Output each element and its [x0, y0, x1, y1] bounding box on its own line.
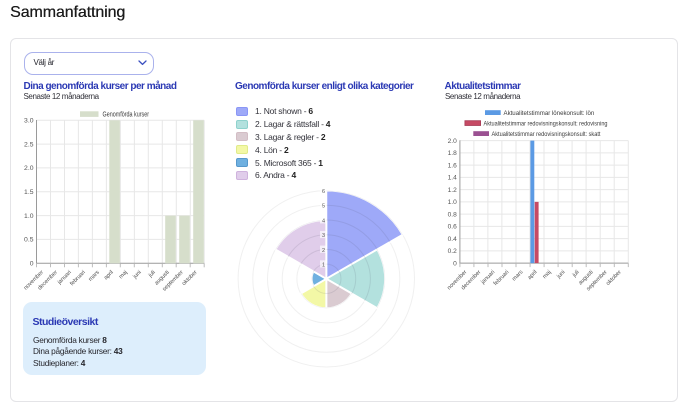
svg-text:2: 2	[322, 248, 325, 254]
svg-text:maj: maj	[542, 269, 553, 280]
svg-text:4: 4	[322, 218, 325, 224]
svg-text:2.5: 2.5	[24, 141, 34, 148]
svg-text:6: 6	[322, 189, 325, 195]
svg-text:0.4: 0.4	[448, 236, 457, 243]
svg-text:oktober: oktober	[605, 269, 623, 287]
svg-text:3.0: 3.0	[24, 118, 34, 125]
svg-text:0: 0	[453, 260, 457, 267]
svg-text:2.0: 2.0	[24, 165, 34, 172]
svg-text:1: 1	[322, 263, 325, 269]
svg-text:0.6: 0.6	[448, 224, 457, 231]
svg-text:5: 5	[322, 204, 325, 210]
svg-text:mars: mars	[511, 269, 524, 282]
svg-text:1.5: 1.5	[24, 189, 34, 196]
svg-text:1.0: 1.0	[448, 199, 457, 206]
svg-text:1.6: 1.6	[448, 162, 457, 169]
svg-text:1.4: 1.4	[448, 175, 457, 182]
svg-text:Aktualitetstimmar redovisnings: Aktualitetstimmar redovisningskonsult: s…	[492, 131, 601, 138]
svg-text:mars: mars	[88, 270, 101, 283]
svg-text:0.8: 0.8	[448, 211, 457, 218]
svg-text:1.0: 1.0	[24, 213, 34, 220]
svg-text:Aktualitetstimmar lönekonsult:: Aktualitetstimmar lönekonsult: lön	[504, 110, 595, 117]
svg-text:februari: februari	[69, 270, 87, 288]
svg-text:3: 3	[322, 233, 325, 239]
svg-text:0.2: 0.2	[448, 248, 457, 255]
svg-text:1.2: 1.2	[448, 187, 457, 194]
svg-text:april: april	[103, 270, 115, 282]
svg-text:maj: maj	[118, 270, 129, 281]
svg-text:juli: juli	[147, 270, 157, 280]
svg-text:oktober: oktober	[181, 270, 199, 288]
svg-text:2.0: 2.0	[448, 138, 457, 145]
svg-text:0: 0	[30, 261, 34, 268]
svg-text:1.8: 1.8	[448, 150, 457, 157]
svg-text:juli: juli	[571, 269, 581, 279]
svg-text:juni: juni	[132, 270, 143, 281]
svg-text:april: april	[527, 269, 539, 281]
svg-text:juni: juni	[555, 269, 566, 280]
svg-text:Aktualitetstimmar redovisnings: Aktualitetstimmar redovisningskonsult: r…	[484, 121, 608, 128]
svg-text:Genomförda kurser: Genomförda kurser	[103, 112, 150, 119]
svg-text:0.5: 0.5	[24, 237, 34, 244]
svg-text:februari: februari	[493, 269, 511, 287]
